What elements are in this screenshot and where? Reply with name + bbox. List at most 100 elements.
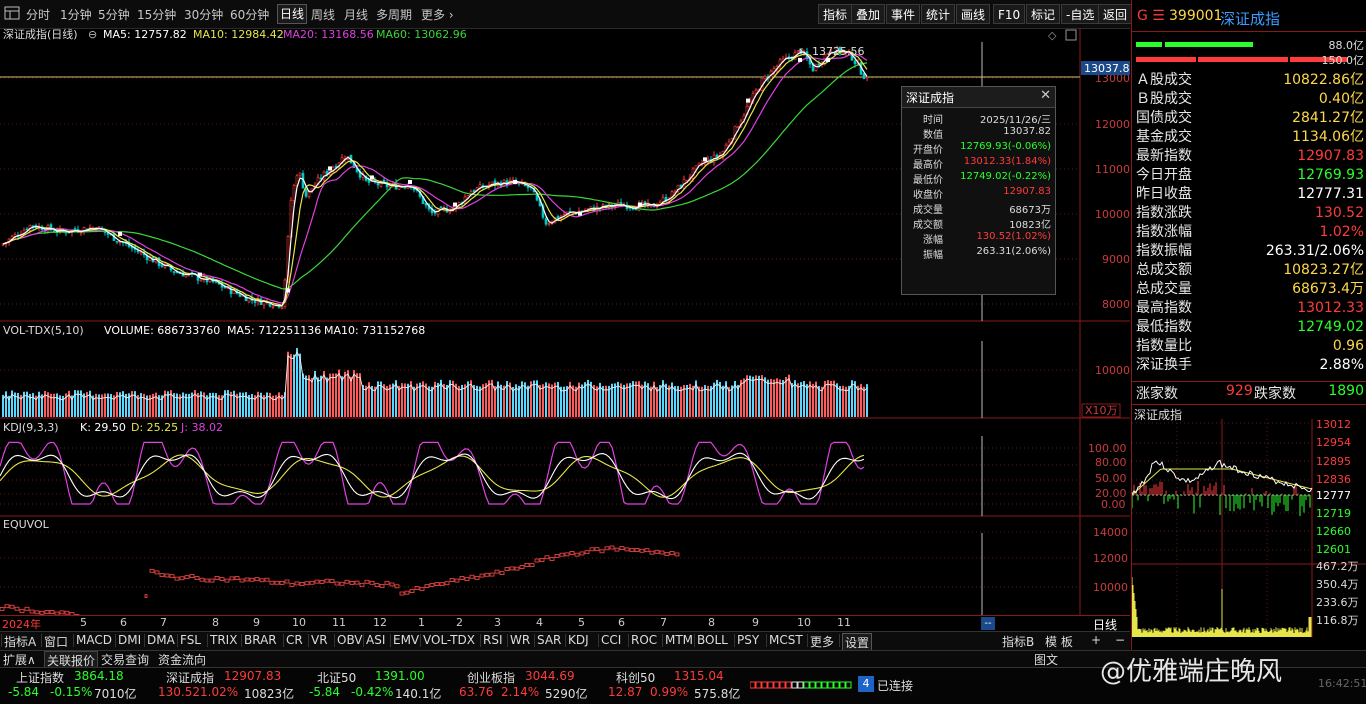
tab-separator <box>144 634 145 647</box>
equvol-box <box>185 576 189 579</box>
candle-body <box>281 308 283 309</box>
equvol-box <box>240 579 244 582</box>
indicator-tab-18[interactable]: CCI <box>601 633 621 647</box>
period-tab-multi[interactable]: 多周期 <box>376 6 412 23</box>
volume-bar <box>335 373 337 417</box>
indicator-tab-1[interactable]: 窗口 <box>44 633 68 650</box>
mark-button[interactable]: 标记 <box>1026 4 1060 24</box>
period-tab-60min[interactable]: 60分钟 <box>230 6 269 23</box>
popup-label: 数值 <box>905 126 943 141</box>
indicator-tab-7[interactable]: BRAR <box>244 633 277 647</box>
indicator-tab-3[interactable]: DMI <box>118 633 141 647</box>
equvol-box <box>150 569 154 572</box>
period-tab-fenshi[interactable]: 分时 <box>26 6 50 23</box>
volume-bar <box>302 374 304 417</box>
f10-button[interactable]: F10 <box>993 4 1025 24</box>
intraday-mini-chart[interactable]: 13012 12954 12895 12836 12777 12719 1266… <box>1132 419 1366 637</box>
indicator-right-group: 指标B 模 板 + − <box>998 632 1130 649</box>
event-button[interactable]: 事件 <box>886 4 920 24</box>
volume-bar <box>437 383 439 417</box>
equvol-box <box>365 580 369 583</box>
add-window-button[interactable]: + <box>1091 633 1101 647</box>
watchlist-button[interactable]: -自选 <box>1061 4 1099 24</box>
indicator-tab-19[interactable]: ROC <box>631 633 657 647</box>
status-index-amount: 5290亿 <box>545 685 588 702</box>
buy-bar-1 <box>1136 42 1162 47</box>
indicator-tab-11[interactable]: ASI <box>366 633 385 647</box>
quote-value: 263.31/2.06% <box>1266 242 1364 261</box>
equvol-box <box>245 578 249 581</box>
close-icon[interactable]: ✕ <box>1040 88 1051 103</box>
connection-status[interactable]: 已连接 <box>877 677 913 694</box>
status-index-change: 130.52 <box>158 685 200 699</box>
indicator-tab-6[interactable]: TRIX <box>210 633 237 647</box>
volume-bar <box>581 384 583 417</box>
clock: 16:42:51 <box>1318 677 1366 690</box>
volume-bar <box>296 348 298 417</box>
kdj-j: J: 38.02 <box>180 421 223 434</box>
overlay-button[interactable]: 叠加 <box>851 4 885 24</box>
popup-value: 12769.93(-0.06%) <box>960 141 1051 152</box>
indicator-tab-8[interactable]: CR <box>286 633 303 647</box>
sell-bar-2 <box>1198 57 1288 62</box>
equvol-box <box>10 605 14 608</box>
period-tab-30min[interactable]: 30分钟 <box>184 6 223 23</box>
quote-label: 指数涨幅 <box>1136 223 1192 242</box>
indicator-tab-21[interactable]: BOLL <box>697 633 728 647</box>
indicator-tab-22[interactable]: PSY <box>737 633 759 647</box>
volume-bar <box>665 384 667 417</box>
equvol-box <box>270 581 274 584</box>
indicator-tab-17[interactable]: KDJ <box>568 633 589 647</box>
graphic-tab[interactable]: 图文 <box>1034 651 1058 668</box>
period-tab-weekly[interactable]: 周线 <box>311 6 335 23</box>
indicator-tab-12[interactable]: EMV <box>393 633 419 647</box>
indicator-tab-13[interactable]: VOL-TDX <box>423 633 475 647</box>
indicator-tab-20[interactable]: MTM <box>665 633 693 647</box>
stats-button[interactable]: 统计 <box>921 4 955 24</box>
volume-bar <box>830 381 832 417</box>
indicator-tab-10[interactable]: OBV <box>337 633 363 647</box>
indicator-tab-9[interactable]: VR <box>311 633 328 647</box>
back-button[interactable]: 返回 <box>1098 4 1132 24</box>
draw-line-button[interactable]: 画线 <box>956 4 990 24</box>
candle-body <box>755 90 757 93</box>
status-index-change: 63.76 <box>459 685 493 699</box>
indicator-tab-23[interactable]: MCST <box>769 633 803 647</box>
indicator-tab-15[interactable]: WR <box>510 633 530 647</box>
indicator-tab-16[interactable]: SAR <box>537 633 561 647</box>
trade-query-tab[interactable]: 交易查询 <box>101 651 149 668</box>
remove-window-button[interactable]: − <box>1115 633 1125 647</box>
popup-label: 收盘价 <box>905 186 943 201</box>
group-icon[interactable]: G ☰ <box>1137 8 1165 24</box>
indicator-tab-14[interactable]: RSI <box>483 633 503 647</box>
volume-bar <box>626 383 628 417</box>
layout-icon[interactable] <box>4 6 20 23</box>
template-tab[interactable]: 模 板 <box>1045 633 1073 650</box>
equvol-box <box>310 581 314 584</box>
indicator-tab-24[interactable]: 更多 <box>810 633 834 650</box>
period-tab-5min[interactable]: 5分钟 <box>98 6 130 23</box>
period-tab-more[interactable]: 更多 › <box>421 6 454 23</box>
period-tab-monthly[interactable]: 月线 <box>344 6 368 23</box>
diamond-icon: ◇ <box>1048 29 1057 42</box>
indicator-tab-5[interactable]: FSL <box>180 633 201 647</box>
expand-button[interactable]: 扩展∧ <box>3 651 36 668</box>
period-tab-15min[interactable]: 15分钟 <box>137 6 176 23</box>
ticker-block <box>756 682 761 688</box>
indicator-tab-4[interactable]: DMA <box>147 633 175 647</box>
period-tab-1min[interactable]: 1分钟 <box>60 6 92 23</box>
status-index-change: 12.87 <box>608 685 642 699</box>
ticker-block <box>798 682 803 688</box>
candle-body <box>635 209 637 210</box>
indicator-tab-2[interactable]: MACD <box>76 633 112 647</box>
indicator-b-tab[interactable]: 指标B <box>1002 633 1034 650</box>
period-tab-daily[interactable]: 日线 <box>277 4 307 24</box>
fund-flow-tab[interactable]: 资金流向 <box>158 651 206 668</box>
indicator-button[interactable]: 指标 <box>818 4 852 24</box>
status-index-pct: 1.02% <box>200 685 238 699</box>
indicator-tab-0[interactable]: 指标A <box>4 633 36 650</box>
candle-body <box>863 74 865 79</box>
volume-bar <box>584 382 586 417</box>
volume-bar <box>737 385 739 417</box>
y-tick-10000: 10000 <box>1095 208 1130 221</box>
